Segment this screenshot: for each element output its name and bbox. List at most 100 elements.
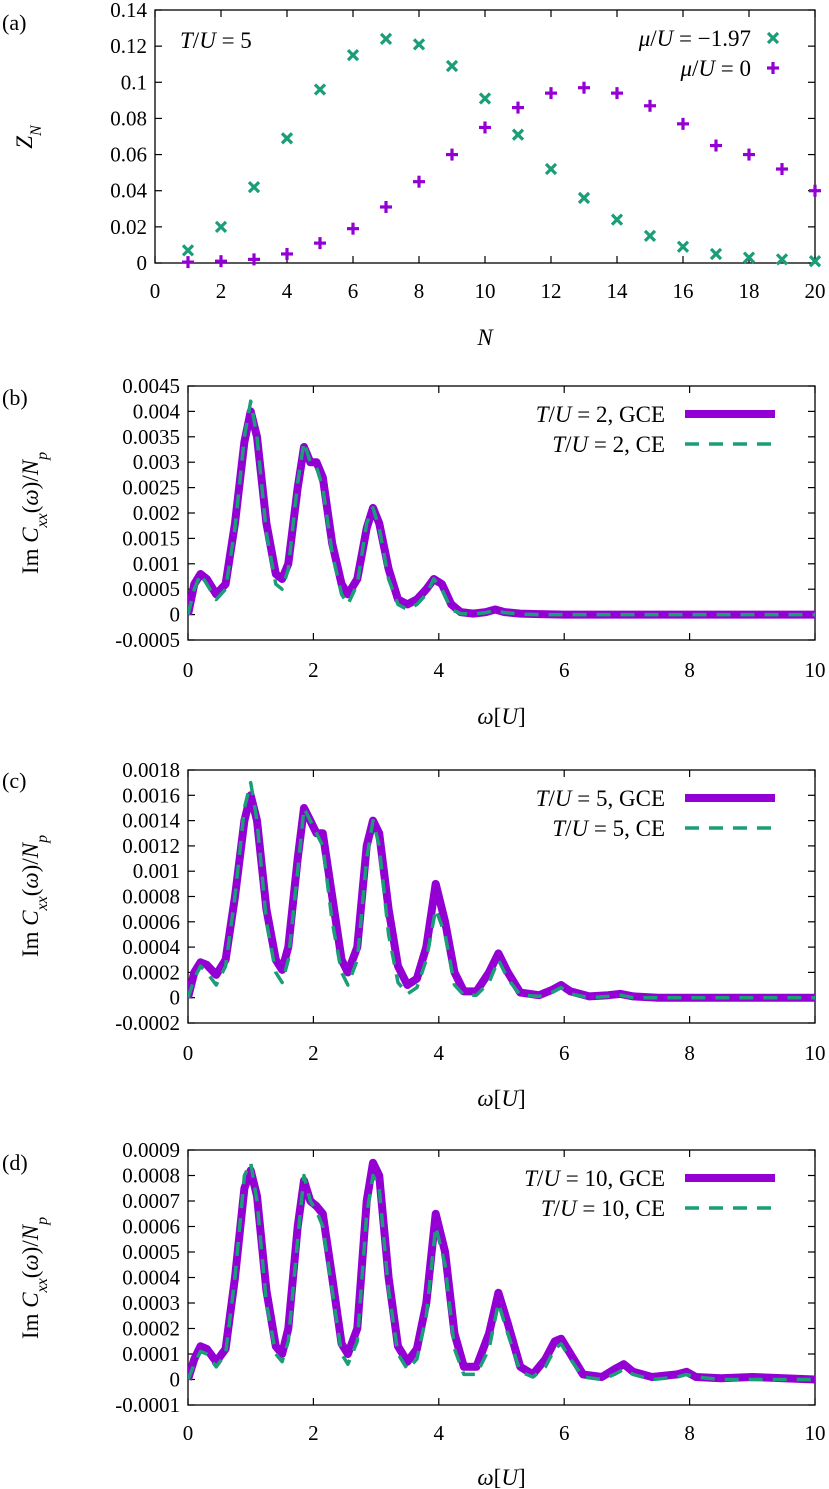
data-point bbox=[676, 240, 690, 253]
y-tick-label: 0 bbox=[170, 986, 181, 1010]
data-point bbox=[742, 251, 756, 264]
x-axis-label: ω[U] bbox=[477, 1465, 525, 1489]
cross-stroke bbox=[610, 213, 624, 226]
x-tick-label: 2 bbox=[308, 1421, 319, 1445]
y-tick-label: 0.004 bbox=[133, 399, 181, 423]
x-tick-label: 2 bbox=[308, 1041, 319, 1065]
panel-label: (b) bbox=[2, 385, 28, 410]
data-point bbox=[280, 132, 294, 145]
cross-stroke bbox=[511, 128, 525, 141]
x-tick-label: 14 bbox=[607, 279, 629, 303]
y-tick-label: 0.0008 bbox=[122, 885, 180, 909]
data-point bbox=[775, 253, 789, 266]
cross-stroke bbox=[478, 92, 492, 105]
chart-panel-a: 0 2 4 6 8 10 12 14 16 18 20 0 0.02 0.04 0.06 0.08 0.1 0.1… bbox=[2, 0, 826, 350]
x-tick-label: 2 bbox=[308, 658, 319, 682]
y-tick-label: 0.0004 bbox=[122, 1266, 180, 1290]
series-line-1 bbox=[188, 780, 815, 1000]
y-tick-label: 0 bbox=[170, 1368, 181, 1392]
series-0 bbox=[181, 32, 822, 268]
legend-label: T/U = 10, CE bbox=[541, 1196, 665, 1221]
data-point bbox=[545, 87, 557, 100]
x-tick-label: 4 bbox=[434, 1041, 445, 1065]
y-axis-label: Im Cxx(ω)/Np bbox=[18, 1217, 51, 1339]
x-axis-label: ω[U] bbox=[477, 704, 525, 729]
x-tick-label: 10 bbox=[475, 279, 496, 303]
x-tick-label: 0 bbox=[183, 1421, 194, 1445]
x-tick-label: 8 bbox=[684, 658, 695, 682]
x-tick-label: 8 bbox=[684, 1041, 695, 1065]
data-point bbox=[644, 99, 656, 112]
cross-stroke bbox=[766, 31, 780, 45]
cross-stroke bbox=[247, 180, 261, 194]
x-axis-label: N bbox=[476, 325, 494, 350]
y-tick-label: 0.08 bbox=[110, 106, 147, 130]
y-tick-label: 0.12 bbox=[110, 34, 147, 58]
x-tick-label: 4 bbox=[434, 658, 445, 682]
data-point bbox=[314, 237, 326, 250]
y-tick-label: 0.0015 bbox=[122, 526, 180, 550]
x-tick-label: 4 bbox=[282, 279, 293, 303]
legend-marker bbox=[766, 31, 780, 45]
y-tick-label: 0.001 bbox=[133, 552, 180, 576]
y-tick-label: 0.0035 bbox=[122, 425, 180, 449]
legend-marker bbox=[767, 62, 779, 74]
data-point bbox=[677, 117, 689, 130]
data-point bbox=[544, 162, 558, 176]
y-axis-label: Im Cxx(ω)/Np bbox=[18, 835, 51, 957]
data-point bbox=[478, 92, 492, 105]
x-tick-label: 6 bbox=[348, 279, 359, 303]
data-point bbox=[710, 139, 722, 152]
cross-stroke bbox=[412, 38, 426, 51]
legend-label: T/U = 2, GCE bbox=[536, 402, 665, 427]
y-tick-label: 0.06 bbox=[110, 143, 147, 167]
data-point bbox=[611, 87, 623, 100]
x-tick-label: 2 bbox=[216, 279, 227, 303]
y-tick-label: 0 bbox=[170, 603, 181, 627]
cross-stroke bbox=[577, 191, 591, 205]
x-tick-label: 12 bbox=[541, 279, 562, 303]
x-tick-label: 6 bbox=[559, 1421, 570, 1445]
data-point bbox=[412, 38, 426, 51]
data-point bbox=[182, 256, 194, 269]
x-tick-label: 10 bbox=[805, 1041, 826, 1065]
x-tick-label: 0 bbox=[183, 658, 194, 682]
data-point bbox=[479, 121, 491, 134]
cross-stroke bbox=[643, 229, 657, 243]
y-tick-label: 0.0005 bbox=[122, 1240, 180, 1264]
y-tick-label: 0.14 bbox=[110, 0, 147, 22]
data-point bbox=[808, 255, 822, 268]
y-tick-label: 0.0003 bbox=[122, 1291, 180, 1315]
y-tick-label: 0.0005 bbox=[122, 577, 180, 601]
x-tick-label: 16 bbox=[673, 279, 694, 303]
data-point bbox=[709, 247, 723, 261]
chart-panel-d: 0 2 4 6 8 10-0.000100.00010.00020.00030.00040… bbox=[2, 1138, 826, 1489]
y-tick-label: 0.0016 bbox=[122, 783, 180, 807]
data-point bbox=[346, 49, 360, 62]
x-tick-label: 0 bbox=[183, 1041, 194, 1065]
data-point bbox=[610, 213, 624, 226]
plot-frame bbox=[187, 769, 816, 1024]
legend-label: T/U = 5, GCE bbox=[536, 786, 665, 811]
cross-stroke bbox=[676, 240, 690, 253]
y-tick-label: 0.0007 bbox=[122, 1189, 180, 1213]
legend-label: T/U = 5, CE bbox=[552, 816, 665, 841]
y-tick-label: 0.001 bbox=[133, 859, 180, 883]
data-point bbox=[577, 191, 591, 205]
cross-stroke bbox=[280, 132, 294, 145]
cross-stroke bbox=[709, 247, 723, 261]
x-tick-label: 4 bbox=[434, 1421, 445, 1445]
panel-label: (a) bbox=[2, 10, 26, 35]
y-tick-label: 0.0006 bbox=[122, 1215, 180, 1239]
data-point bbox=[248, 253, 260, 266]
x-tick-label: 6 bbox=[559, 658, 570, 682]
y-tick-label: 0.0012 bbox=[122, 834, 180, 858]
y-tick-label: 0.0001 bbox=[122, 1342, 180, 1366]
panel-label: (c) bbox=[2, 768, 26, 793]
data-point bbox=[809, 184, 821, 197]
data-point bbox=[512, 101, 524, 114]
cross-stroke bbox=[808, 255, 822, 268]
series-line-1 bbox=[188, 1161, 815, 1382]
y-tick-label: 0.002 bbox=[133, 501, 180, 525]
